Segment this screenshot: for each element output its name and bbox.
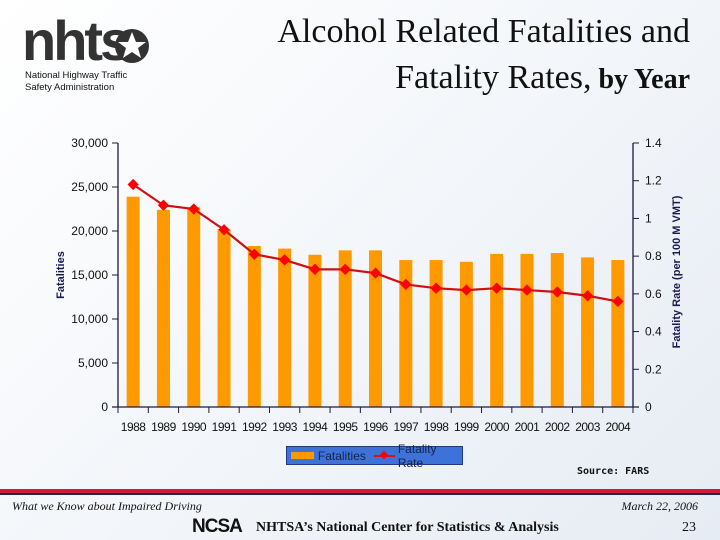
x-tick-label: 1995	[333, 420, 359, 434]
x-tick-label: 1997	[393, 420, 419, 434]
rate-point-1998	[430, 282, 442, 294]
rate-point-2002	[551, 286, 563, 298]
left-tick-label: 30,000	[71, 136, 108, 150]
x-tick-label: 1998	[424, 420, 450, 434]
x-tick-label: 1994	[303, 420, 329, 434]
bar-1988	[126, 196, 140, 407]
right-tick-label: 0.8	[645, 249, 662, 263]
footer-divider	[0, 489, 720, 495]
right-tick-label: 1.4	[645, 136, 662, 150]
y2-axis-title: Fatality Rate (per 100 M VMT)	[671, 195, 683, 348]
x-tick-label: 1988	[121, 420, 147, 434]
bar-1992	[247, 245, 261, 407]
legend-swatch-fatalities	[291, 452, 314, 459]
rate-point-1994	[309, 263, 321, 275]
rate-point-2003	[581, 290, 594, 302]
right-tick-label: 0	[645, 400, 652, 414]
legend-label-fatalities: Fatalities	[317, 448, 366, 463]
rate-point-1989	[157, 199, 170, 211]
bar-2000	[490, 253, 504, 407]
legend-label-rate: Fatality Rate	[397, 441, 437, 470]
rate-point-1990	[188, 203, 200, 215]
x-tick-label: 2000	[484, 420, 510, 434]
chart: 0 5,000 10,000 15,000 20,000 25,000 30,000 0 0.2…	[55, 136, 683, 434]
bar-1990	[187, 207, 201, 407]
bar-1993	[278, 248, 292, 407]
x-tick-label: 2001	[515, 420, 541, 434]
source-note: Source: FARS	[577, 466, 650, 477]
left-tick-label: 0	[101, 400, 108, 414]
page-number: 23	[682, 520, 696, 535]
right-tick-label: 1.2	[645, 174, 662, 188]
left-tick-label: 20,000	[71, 224, 108, 238]
bar-1994	[308, 254, 322, 407]
right-tick-label: 1	[645, 211, 652, 225]
right-tick-label: 0.4	[645, 325, 662, 339]
rate-point-1997	[400, 278, 412, 291]
x-tick-label: 1991	[212, 420, 238, 434]
ncsa-logo: NCSA	[192, 516, 243, 537]
rate-point-1996	[369, 267, 382, 279]
rate-point-1999	[460, 284, 473, 296]
bar-2001	[520, 253, 534, 407]
bar-1991	[217, 229, 231, 407]
y-axis-title: Fatalities	[55, 251, 67, 299]
bar-2002	[550, 253, 564, 407]
rate-point-1992	[248, 248, 260, 260]
title-by-year: by Year	[591, 64, 690, 95]
agency-line-2: Safety Administration	[25, 82, 115, 93]
agency-name: National Highway Traffic Safety Administ…	[25, 70, 155, 94]
x-tick-label: 2003	[575, 420, 601, 434]
x-tick-label: 1990	[181, 420, 207, 434]
agency-line-1: National Highway Traffic	[25, 70, 128, 81]
right-tick-label: 0.6	[645, 287, 662, 301]
x-tick-label: 1999	[454, 420, 480, 434]
legend-swatch-rate	[373, 454, 395, 457]
bar-1999	[459, 261, 473, 407]
bar-2004	[611, 260, 625, 407]
bar-1989	[156, 209, 170, 407]
bar-1998	[429, 260, 443, 407]
rate-point-1991	[218, 224, 230, 236]
rate-point-2004	[612, 295, 624, 308]
x-tick-label: 1989	[151, 420, 177, 434]
nhtsa-logo: nhts	[22, 12, 149, 64]
bar-1996	[369, 250, 382, 407]
bar-2003	[581, 257, 595, 407]
x-tick-label: 1992	[242, 420, 268, 434]
footer-date: March 22, 2006	[621, 499, 698, 513]
rate-point-1995	[339, 263, 351, 275]
rate-point-2001	[521, 284, 533, 296]
slide-title: Alcohol Related Fatalities and Fatality …	[277, 10, 690, 104]
x-tick-label: 1993	[272, 420, 298, 434]
footer-presentation-title: What we Know about Impaired Driving	[12, 499, 202, 513]
left-tick-label: 15,000	[71, 268, 108, 282]
svg-text:nhts: nhts	[22, 12, 129, 64]
bar-1995	[338, 250, 352, 407]
left-tick-label: 25,000	[71, 180, 108, 194]
title-line-1: Alcohol Related Fatalities and	[277, 13, 690, 50]
left-tick-label: 10,000	[71, 312, 108, 326]
rate-point-1988	[127, 178, 139, 191]
bar-1997	[399, 260, 413, 407]
footer-organization: NHTSA’s National Center for Statistics &…	[256, 520, 559, 535]
rate-point-2000	[491, 282, 503, 294]
x-tick-label: 1996	[363, 420, 389, 434]
title-line-2: Fatality Rates,	[395, 59, 592, 96]
chart-legend: Fatalities Fatality Rate	[286, 442, 463, 470]
x-tick-label: 2002	[545, 420, 571, 434]
right-tick-label: 0.2	[645, 362, 662, 376]
left-tick-label: 5,000	[78, 356, 108, 370]
x-tick-label: 2004	[606, 420, 632, 434]
